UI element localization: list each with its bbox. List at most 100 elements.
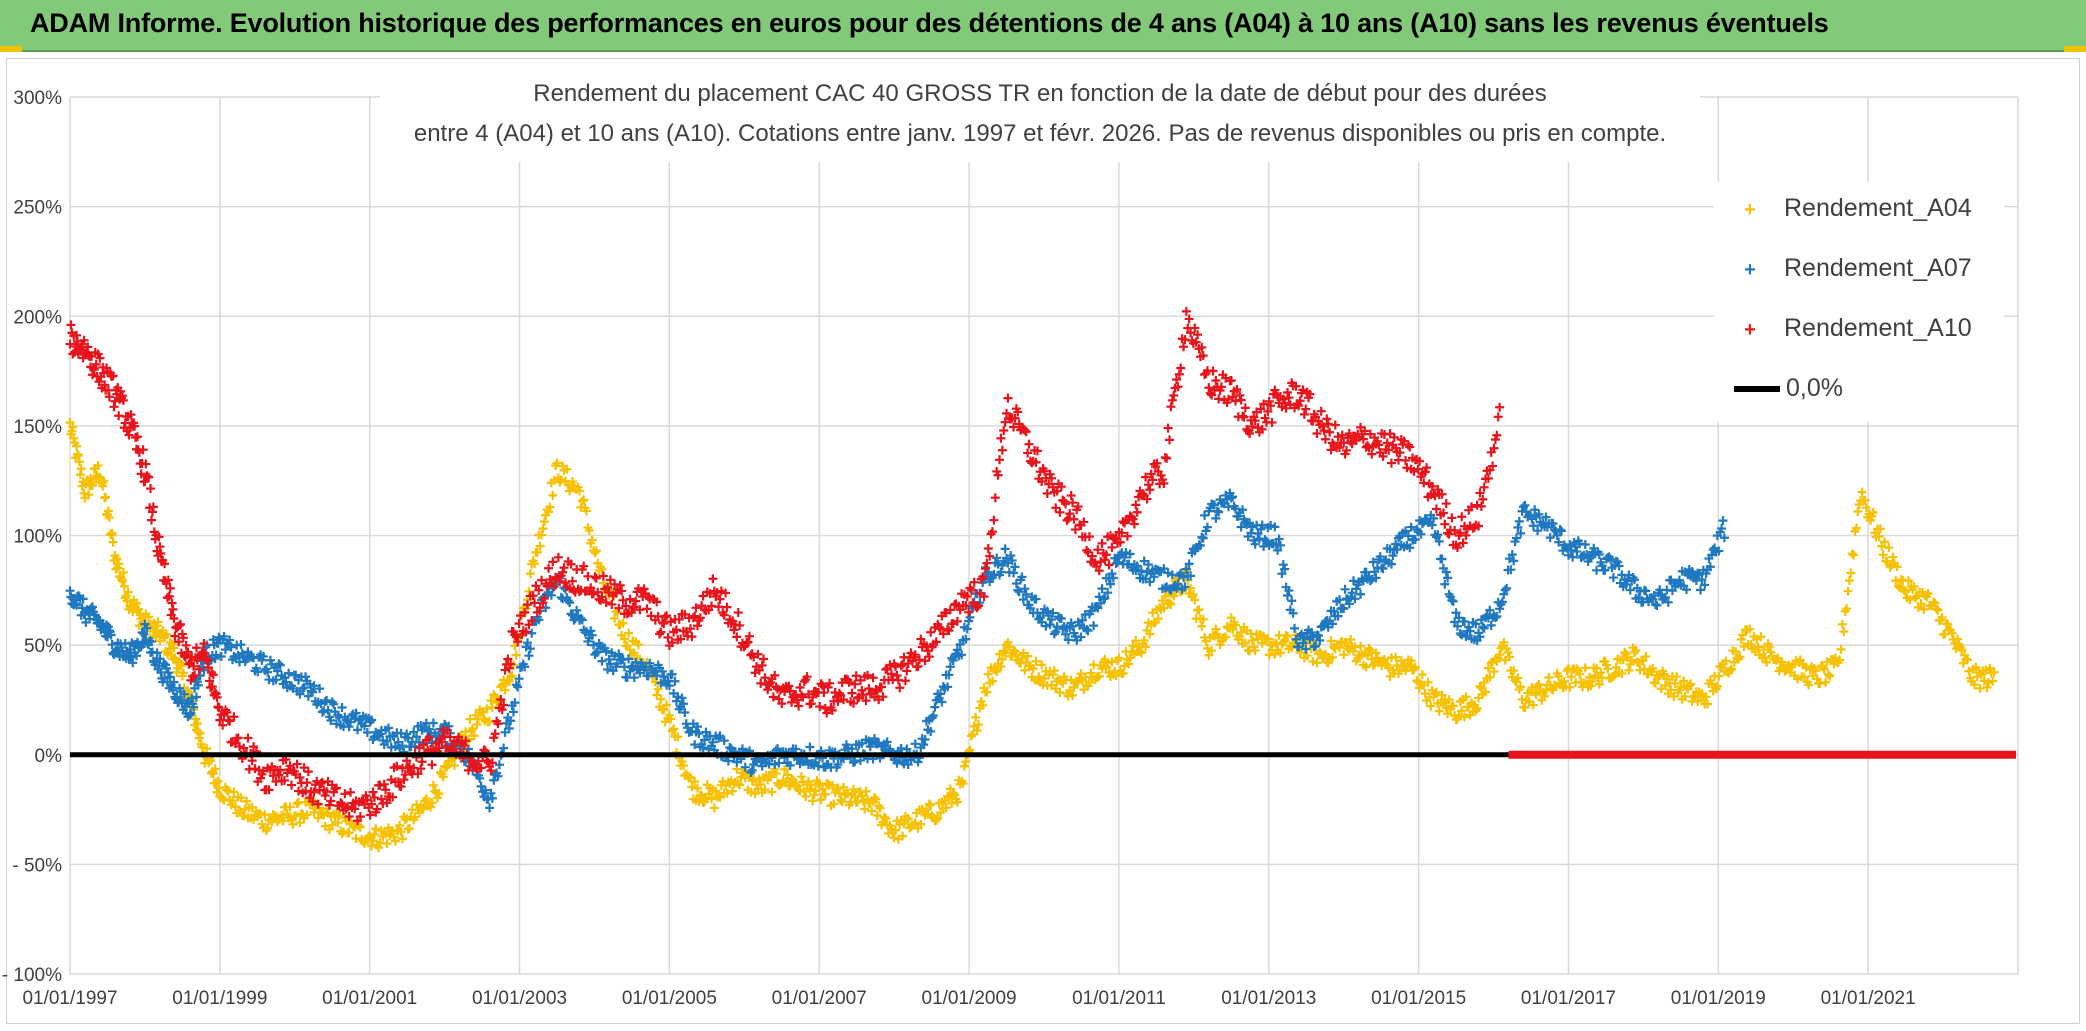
point-rendement-a10: [652, 597, 662, 607]
point-rendement-a07: [847, 744, 857, 754]
point-rendement-a04: [1410, 662, 1420, 672]
point-rendement-a10: [1270, 385, 1280, 395]
point-rendement-a10: [1395, 448, 1405, 458]
point-rendement-a04: [1145, 629, 1155, 639]
point-rendement-a04: [369, 829, 379, 839]
point-rendement-a10: [1082, 545, 1092, 555]
point-rendement-a04: [941, 803, 951, 813]
point-rendement-a10: [1299, 409, 1309, 419]
point-rendement-a07: [1181, 564, 1191, 574]
point-rendement-a04: [1566, 672, 1576, 682]
point-rendement-a07: [1290, 623, 1300, 633]
point-rendement-a04: [1221, 632, 1231, 642]
point-rendement-a07: [1180, 582, 1190, 592]
point-rendement-a10: [663, 632, 673, 642]
point-rendement-a10: [1330, 420, 1340, 430]
point-rendement-a04: [421, 794, 431, 804]
point-rendement-a10: [1100, 555, 1110, 565]
point-rendement-a07: [652, 671, 662, 681]
point-rendement-a07: [805, 742, 815, 752]
point-rendement-a04: [260, 810, 270, 820]
point-rendement-a04: [192, 718, 202, 728]
point-rendement-a04: [633, 640, 643, 650]
point-rendement-a10: [1061, 499, 1071, 509]
point-rendement-a07: [1511, 533, 1521, 543]
point-rendement-a10: [1174, 369, 1184, 379]
point-rendement-a07: [576, 613, 586, 623]
point-rendement-a04: [1830, 653, 1840, 663]
point-rendement-a10: [1483, 473, 1493, 483]
point-rendement-a10: [233, 733, 243, 743]
point-rendement-a10: [168, 604, 178, 614]
point-rendement-a10: [424, 733, 434, 743]
point-rendement-a07: [189, 702, 199, 712]
point-rendement-a10: [1413, 464, 1423, 474]
point-rendement-a04: [1670, 678, 1680, 688]
point-rendement-a10: [1283, 387, 1292, 397]
point-rendement-a10: [1159, 478, 1169, 488]
point-rendement-a04: [211, 778, 221, 788]
point-rendement-a04: [242, 796, 252, 806]
point-rendement-a07: [1350, 594, 1360, 604]
point-rendement-a07: [78, 594, 88, 604]
point-rendement-a07: [272, 666, 282, 676]
point-rendement-a07: [656, 678, 666, 688]
point-rendement-a04: [796, 772, 806, 782]
point-rendement-a10: [1021, 427, 1031, 437]
point-rendement-a10: [913, 661, 923, 671]
point-rendement-a04: [997, 654, 1007, 664]
point-rendement-a04: [1457, 706, 1467, 716]
point-rendement-a04: [704, 789, 714, 799]
point-rendement-a07: [740, 762, 750, 772]
point-rendement-a04: [582, 506, 592, 516]
point-rendement-a07: [657, 666, 667, 676]
point-rendement-a07: [937, 697, 947, 707]
point-rendement-a07: [1132, 561, 1142, 571]
point-rendement-a04: [996, 661, 1006, 671]
point-rendement-a10: [367, 799, 377, 809]
point-rendement-a04: [374, 843, 384, 853]
point-rendement-a10: [1441, 499, 1451, 509]
point-rendement-a04: [843, 788, 853, 798]
point-rendement-a10: [511, 632, 521, 642]
point-rendement-a04: [1334, 643, 1344, 653]
point-rendement-a10: [162, 593, 172, 603]
chart-subtitle: entre 4 (A04) et 10 ans (A10). Cotations…: [413, 120, 1667, 147]
point-rendement-a07: [284, 668, 294, 678]
point-rendement-a07: [1652, 600, 1662, 610]
point-rendement-a07: [1136, 566, 1146, 576]
point-rendement-a10: [802, 672, 812, 682]
point-rendement-a07: [237, 648, 247, 658]
point-rendement-a07: [566, 609, 576, 619]
point-rendement-a10: [733, 608, 743, 618]
point-rendement-a10: [611, 588, 621, 598]
point-rendement-a04: [1084, 678, 1094, 688]
point-rendement-a07: [1429, 513, 1439, 523]
point-rendement-a10: [591, 573, 601, 583]
point-rendement-a07: [671, 696, 681, 706]
point-rendement-a10: [1226, 376, 1236, 386]
point-rendement-a04: [465, 714, 475, 724]
point-rendement-a10: [1492, 430, 1502, 440]
point-rendement-a04: [1097, 664, 1107, 674]
point-rendement-a07: [670, 676, 680, 686]
point-rendement-a04: [435, 767, 445, 777]
point-rendement-a10: [204, 663, 214, 673]
point-rendement-a07: [1076, 632, 1086, 642]
point-rendement-a07: [146, 637, 156, 647]
point-rendement-a10: [847, 688, 857, 698]
point-rendement-a07: [692, 722, 702, 732]
point-rendement-a07: [1020, 584, 1030, 594]
point-rendement-a07: [1306, 628, 1316, 638]
point-rendement-a07: [587, 630, 597, 640]
point-rendement-a10: [676, 634, 686, 644]
point-rendement-a10: [235, 741, 245, 751]
point-rendement-a10: [1145, 485, 1155, 495]
point-rendement-a04: [511, 650, 521, 660]
point-rendement-a10: [361, 791, 371, 801]
point-rendement-a07: [1014, 587, 1024, 597]
point-rendement-a07: [106, 630, 116, 640]
point-rendement-a04: [208, 769, 218, 779]
point-rendement-a10: [989, 515, 999, 525]
point-rendement-a10: [454, 732, 464, 742]
